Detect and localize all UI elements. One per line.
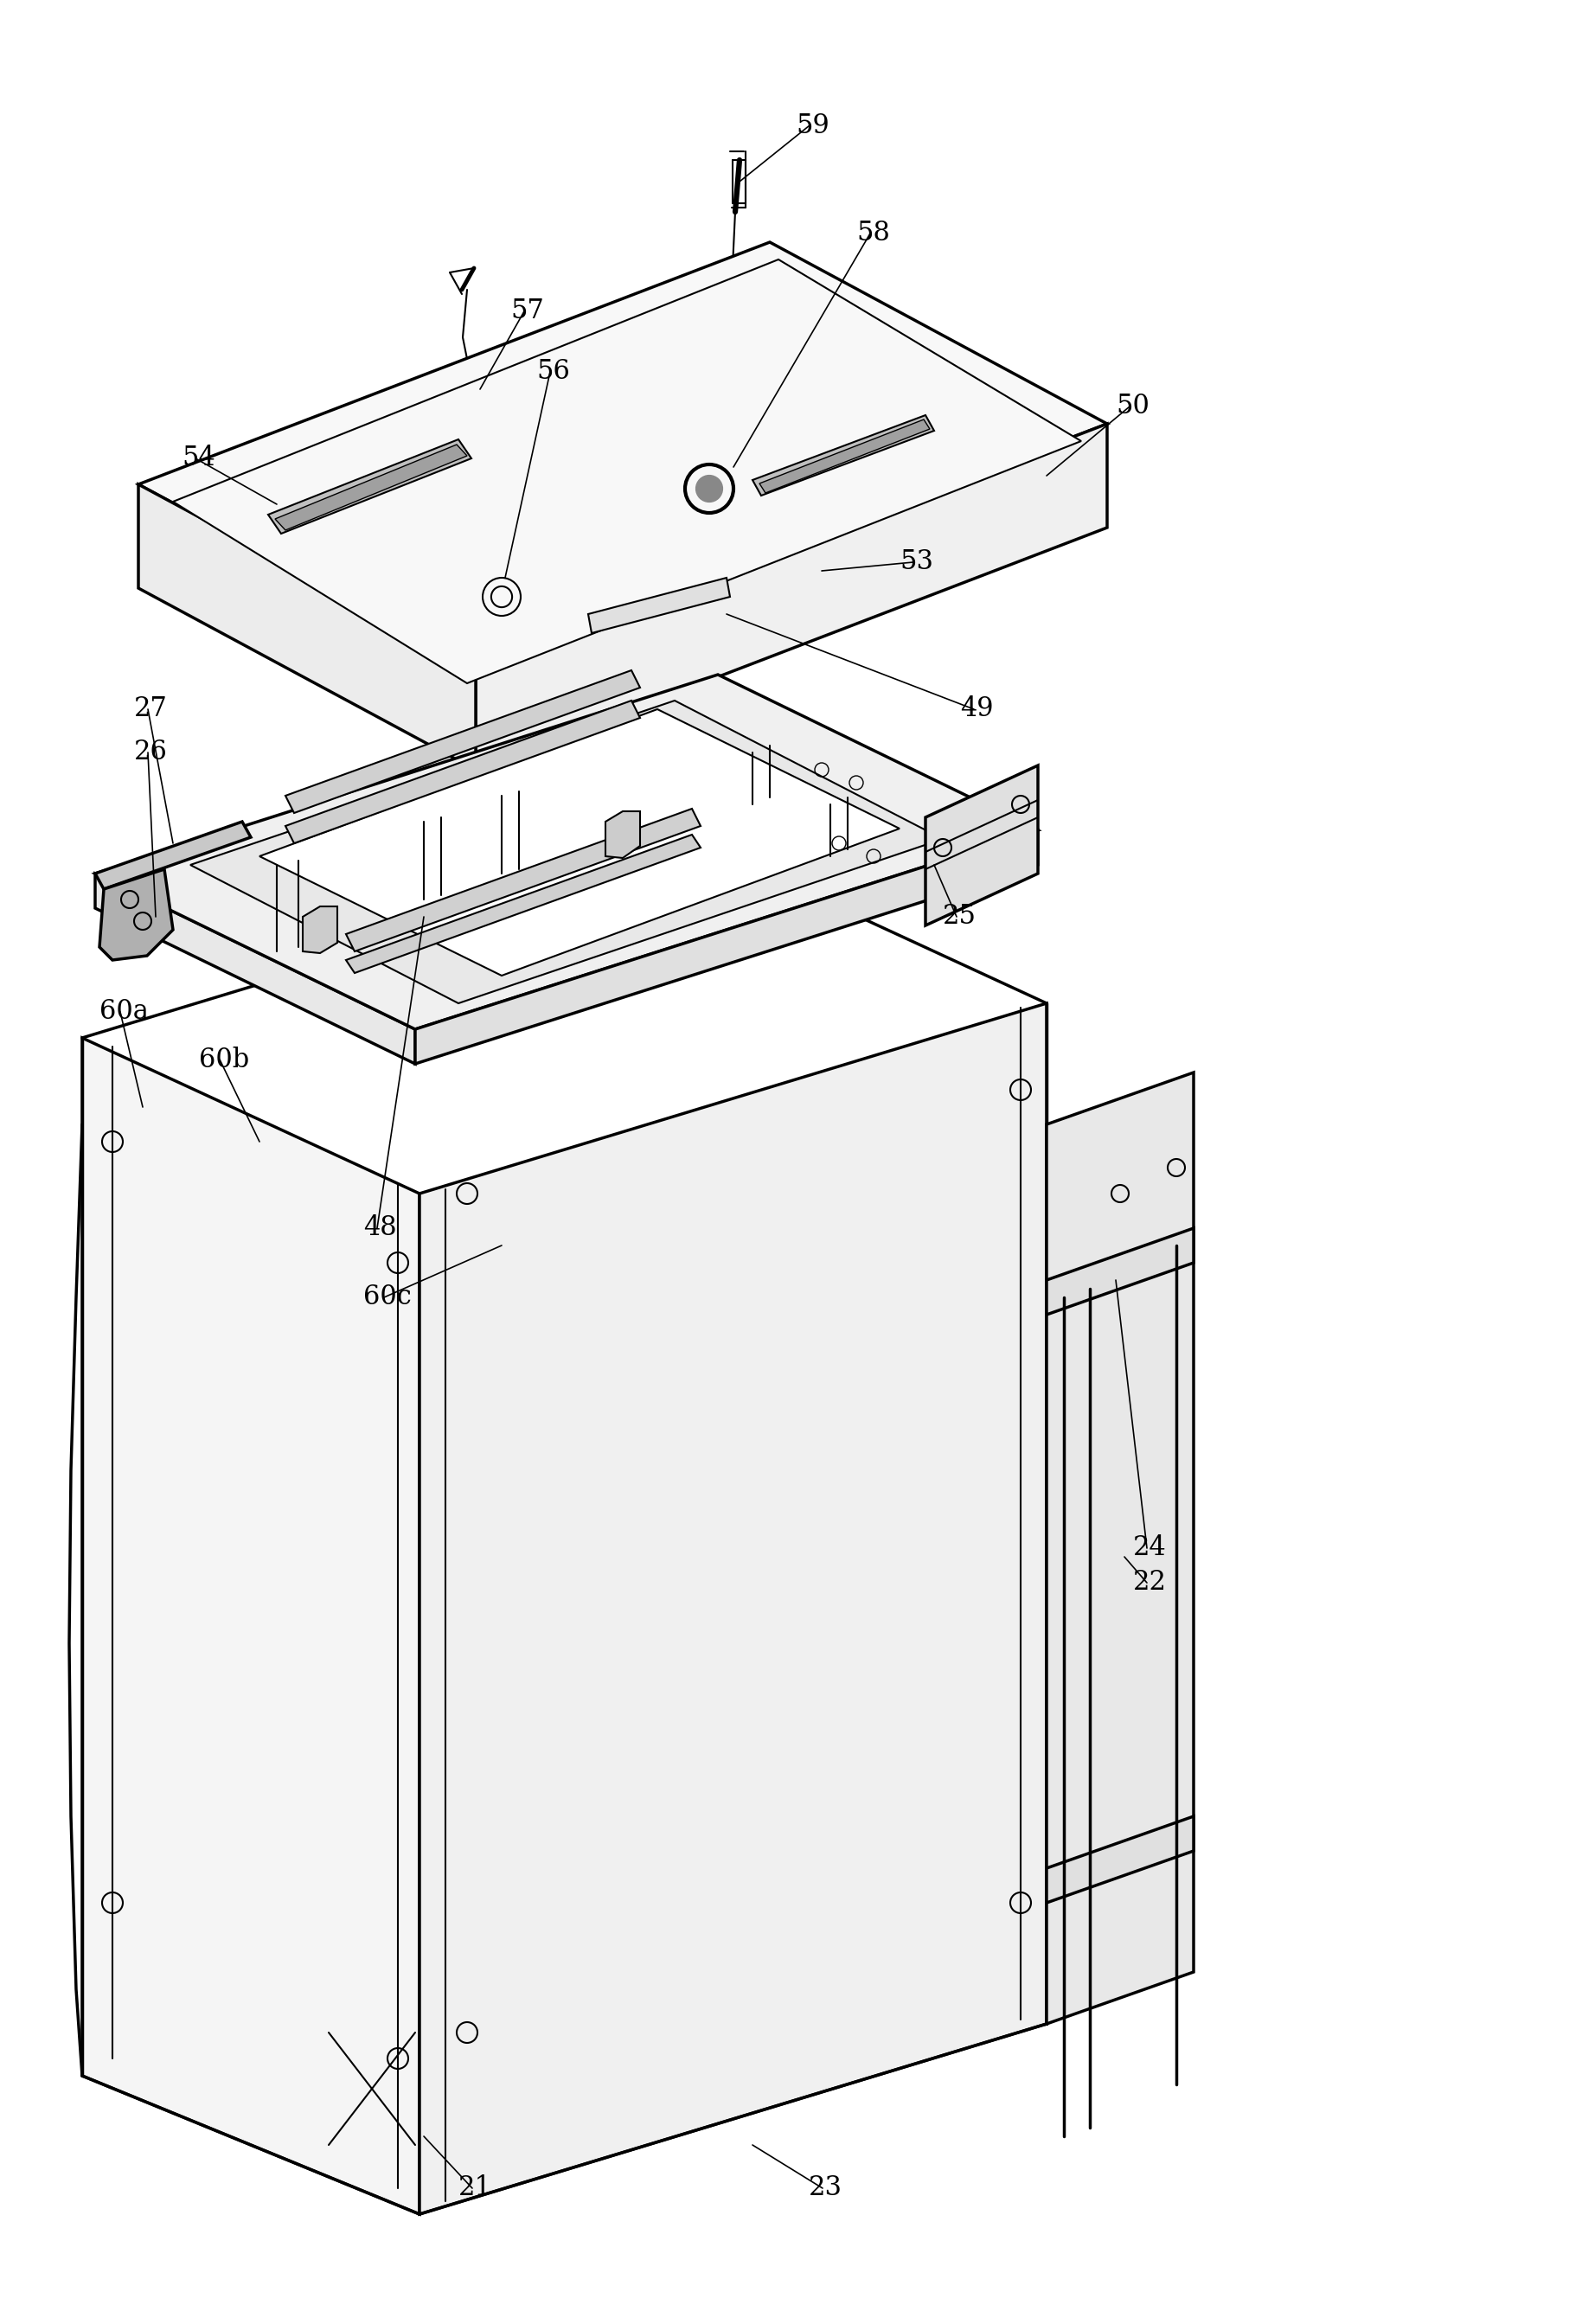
Text: 25: 25 — [943, 904, 976, 930]
Polygon shape — [416, 830, 1039, 1064]
Text: 60c: 60c — [364, 1283, 411, 1311]
Polygon shape — [926, 765, 1039, 925]
Polygon shape — [1047, 1071, 1194, 2024]
Polygon shape — [347, 834, 701, 974]
Text: 21: 21 — [458, 2175, 493, 2201]
Circle shape — [697, 476, 723, 502]
Polygon shape — [1047, 1817, 1194, 1903]
Polygon shape — [190, 700, 943, 1004]
Polygon shape — [588, 579, 730, 632]
Polygon shape — [1047, 1227, 1194, 1315]
Text: 24: 24 — [1133, 1534, 1167, 1562]
Polygon shape — [82, 1039, 419, 2215]
Text: 60a: 60a — [99, 999, 149, 1025]
Polygon shape — [96, 674, 1039, 1030]
Polygon shape — [303, 906, 337, 953]
Polygon shape — [259, 709, 899, 976]
Text: 53: 53 — [899, 548, 934, 576]
Text: 56: 56 — [537, 358, 570, 386]
Text: 49: 49 — [960, 695, 993, 723]
Polygon shape — [275, 444, 468, 530]
Text: 59: 59 — [795, 112, 830, 139]
Polygon shape — [286, 669, 640, 813]
Polygon shape — [99, 869, 173, 960]
Text: 22: 22 — [1133, 1569, 1167, 1597]
Text: 27: 27 — [133, 695, 168, 723]
Polygon shape — [138, 483, 475, 769]
Polygon shape — [173, 260, 1081, 683]
Text: 57: 57 — [510, 297, 544, 325]
Polygon shape — [759, 418, 930, 493]
Polygon shape — [138, 242, 1108, 667]
Polygon shape — [475, 423, 1108, 769]
Polygon shape — [419, 1004, 1047, 2215]
Text: 23: 23 — [808, 2175, 843, 2201]
Polygon shape — [96, 874, 416, 1064]
Polygon shape — [753, 416, 934, 495]
Polygon shape — [606, 811, 640, 858]
Text: 48: 48 — [364, 1215, 397, 1241]
Polygon shape — [347, 809, 701, 951]
Text: 50: 50 — [1116, 393, 1150, 421]
Polygon shape — [268, 439, 471, 535]
Text: 54: 54 — [182, 444, 215, 472]
Polygon shape — [286, 700, 640, 844]
Text: 26: 26 — [133, 739, 168, 767]
Polygon shape — [96, 823, 251, 890]
Text: 58: 58 — [857, 221, 890, 246]
Text: 60b: 60b — [199, 1046, 249, 1074]
